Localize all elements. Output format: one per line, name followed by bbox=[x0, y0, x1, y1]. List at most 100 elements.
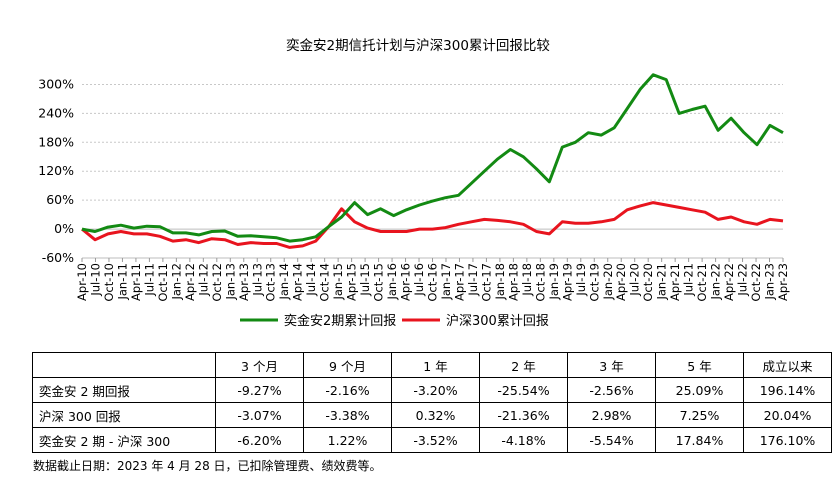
table-header-cell bbox=[32, 352, 216, 378]
x-tick-label: Jan-18 bbox=[493, 263, 507, 301]
x-tick-label: Jan-14 bbox=[277, 263, 291, 301]
table-row: 奕金安 2 期回报 -9.27% -2.16% -3.20% -25.54% -… bbox=[32, 377, 832, 403]
table-header-cell: 5 年 bbox=[655, 352, 744, 378]
table-cell: 20.04% bbox=[743, 402, 832, 428]
table-cell: -3.38% bbox=[303, 402, 392, 428]
x-tick-label: Oct-21 bbox=[695, 263, 709, 302]
legend-label-index: 沪深300累计回报 bbox=[446, 313, 549, 329]
table-cell: -6.20% bbox=[215, 427, 304, 453]
x-tick-label: Jul-19 bbox=[574, 263, 588, 297]
series-line-index bbox=[81, 201, 784, 249]
x-tick-label: Apr-16 bbox=[399, 263, 413, 301]
x-tick-label: Apr-20 bbox=[614, 263, 628, 301]
x-tick-label: Apr-13 bbox=[237, 263, 251, 301]
x-tick-label: Oct-20 bbox=[641, 263, 655, 302]
x-tick-label: Jan-15 bbox=[331, 263, 345, 301]
table-cell: -9.27% bbox=[215, 377, 304, 403]
row-label: 奕金安 2 期 - 沪深 300 bbox=[32, 427, 216, 453]
table-cell: -4.18% bbox=[479, 427, 568, 453]
x-tick-label: Jul-17 bbox=[466, 263, 480, 297]
table-cell: -21.36% bbox=[479, 402, 568, 428]
x-tick-label: Oct-15 bbox=[372, 263, 386, 302]
x-tick-label: Oct-17 bbox=[479, 263, 493, 302]
x-tick-label: Jan-22 bbox=[709, 263, 723, 301]
x-tick-label: Jul-11 bbox=[142, 263, 156, 297]
x-tick-label: Jul-18 bbox=[520, 263, 534, 297]
table-row: 奕金安 2 期 - 沪深 300 -6.20% 1.22% -3.52% -4.… bbox=[32, 427, 832, 453]
table-header-cell: 成立以来 bbox=[743, 352, 832, 378]
table-header-cell: 9 个月 bbox=[303, 352, 392, 378]
y-axis-ticks: -60% 0% 60% 120% 180% 240% 300% bbox=[38, 76, 74, 265]
x-tick-label: Jul-16 bbox=[412, 263, 426, 297]
table-cell: -2.16% bbox=[303, 377, 392, 403]
table-cell: 17.84% bbox=[655, 427, 744, 453]
x-tick-label: Oct-11 bbox=[156, 263, 170, 302]
table-header-row: 3 个月 9 个月 1 年 2 年 3 年 5 年 成立以来 bbox=[32, 352, 832, 378]
x-tick-label: Jul-13 bbox=[250, 263, 264, 297]
table-cell: 25.09% bbox=[655, 377, 744, 403]
x-tick-label: Oct-16 bbox=[426, 263, 440, 302]
data-cutoff-note: 数据截止日期：2023 年 4 月 28 日，已扣除管理费、绩效费等。 bbox=[33, 459, 382, 473]
x-tick-label: Apr-21 bbox=[668, 263, 682, 301]
y-tick-label: 240% bbox=[38, 105, 74, 120]
x-tick-label: Jul-20 bbox=[628, 263, 642, 297]
x-tick-label: Jul-12 bbox=[196, 263, 210, 297]
x-tick-label: Apr-18 bbox=[506, 263, 520, 301]
series-line-fund bbox=[81, 73, 784, 243]
table-cell: 0.32% bbox=[391, 402, 480, 428]
legend-label-fund: 奕金安2期累计回报 bbox=[284, 313, 396, 329]
x-tick-label: Jul-10 bbox=[88, 263, 102, 297]
table-cell: -2.56% bbox=[567, 377, 656, 403]
x-tick-label: Jan-17 bbox=[439, 263, 453, 301]
x-axis-ticks: Apr-10 Jul-10 Oct-10 Jan-11 Apr-11 Jul-11 Oct-… bbox=[75, 258, 790, 302]
table-cell: 7.25% bbox=[655, 402, 744, 428]
table-cell: 1.22% bbox=[303, 427, 392, 453]
performance-table: 3 个月 9 个月 1 年 2 年 3 年 5 年 成立以来 奕金安 2 期回报… bbox=[32, 352, 832, 453]
x-tick-label: Oct-13 bbox=[264, 263, 278, 302]
x-tick-label: Jan-20 bbox=[601, 263, 615, 301]
x-tick-label: Jan-21 bbox=[655, 263, 669, 301]
x-tick-label: Oct-14 bbox=[318, 263, 332, 302]
x-tick-label: Apr-19 bbox=[560, 263, 574, 301]
table-cell: -25.54% bbox=[479, 377, 568, 403]
chart-title: 奕金安2期信托计划与沪深300累计回报比较 bbox=[286, 38, 550, 54]
x-tick-label: Jan-16 bbox=[385, 263, 399, 301]
table-header-cell: 3 个月 bbox=[215, 352, 304, 378]
table-cell: -3.07% bbox=[215, 402, 304, 428]
x-tick-label: Jan-13 bbox=[223, 263, 237, 301]
x-tick-label: Oct-22 bbox=[749, 263, 763, 302]
x-tick-label: Jul-14 bbox=[304, 263, 318, 297]
x-tick-label: Jul-21 bbox=[682, 263, 696, 297]
table-header-cell: 1 年 bbox=[391, 352, 480, 378]
x-tick-label: Oct-19 bbox=[587, 263, 601, 302]
x-tick-label: Jan-12 bbox=[169, 263, 183, 301]
x-tick-label: Apr-10 bbox=[75, 263, 89, 301]
x-tick-label: Jan-23 bbox=[763, 263, 777, 301]
x-tick-label: Jul-22 bbox=[736, 263, 750, 297]
table-cell: -5.54% bbox=[567, 427, 656, 453]
row-label: 沪深 300 回报 bbox=[32, 402, 216, 428]
x-tick-label: Apr-23 bbox=[776, 263, 790, 301]
table-header-cell: 2 年 bbox=[479, 352, 568, 378]
y-tick-label: 300% bbox=[38, 76, 74, 91]
x-tick-label: Apr-12 bbox=[183, 263, 197, 301]
x-tick-label: Oct-12 bbox=[210, 263, 224, 302]
cumulative-return-chart: 奕金安2期信托计划与沪深300累计回报比较 -60% 0% 60% 120% 180% 2… bbox=[38, 38, 790, 329]
x-tick-label: Apr-11 bbox=[129, 263, 143, 301]
x-tick-label: Apr-17 bbox=[452, 263, 466, 301]
table-cell: 176.10% bbox=[743, 427, 832, 453]
row-label: 奕金安 2 期回报 bbox=[32, 377, 216, 403]
series-lines bbox=[81, 73, 784, 249]
y-tick-label: 120% bbox=[38, 163, 74, 178]
x-tick-label: Apr-15 bbox=[345, 263, 359, 301]
y-tick-label: -60% bbox=[42, 250, 74, 265]
table-cell: -3.52% bbox=[391, 427, 480, 453]
table-cell: 2.98% bbox=[567, 402, 656, 428]
table-header-cell: 3 年 bbox=[567, 352, 656, 378]
legend: 奕金安2期累计回报 沪深300累计回报 bbox=[240, 313, 549, 329]
x-tick-label: Jul-15 bbox=[358, 263, 372, 297]
y-tick-label: 60% bbox=[46, 192, 74, 207]
x-tick-label: Oct-10 bbox=[102, 263, 116, 302]
x-tick-label: Jan-11 bbox=[115, 263, 129, 301]
y-tick-label: 0% bbox=[54, 221, 74, 236]
